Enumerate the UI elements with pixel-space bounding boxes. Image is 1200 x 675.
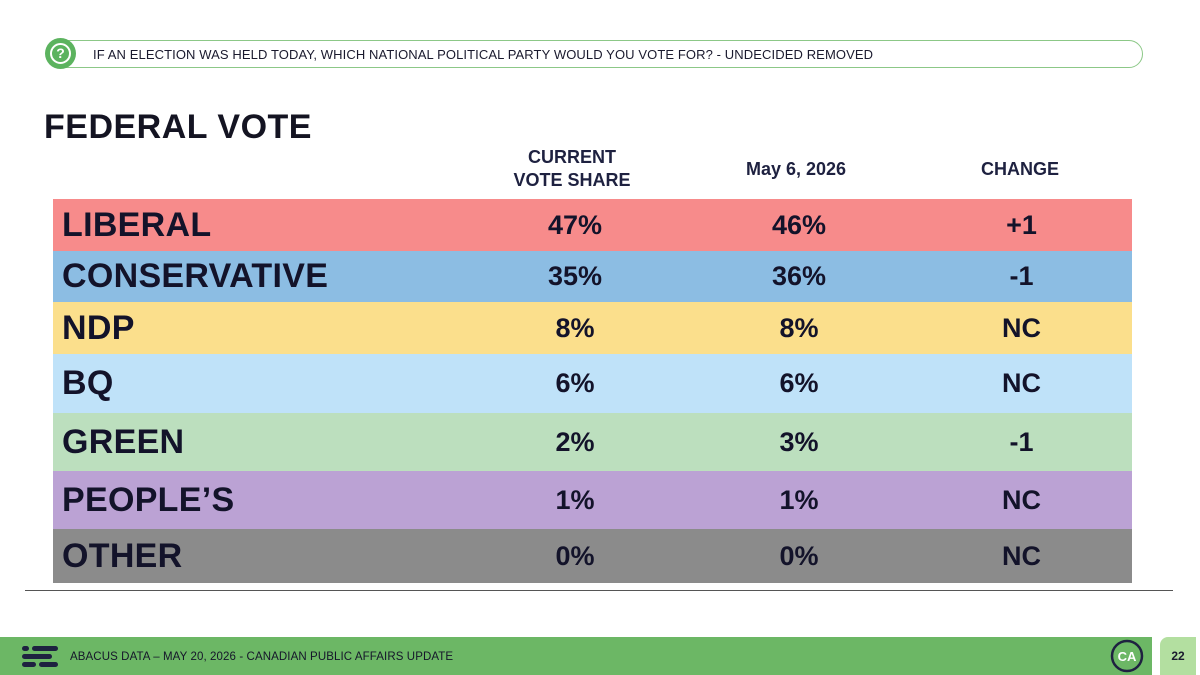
- current-vote-share-value: 0%: [555, 540, 595, 571]
- table-row: LIBERAL 47% 46% +1: [53, 199, 1132, 251]
- current-vote-share-value: 35%: [547, 261, 603, 291]
- page-title: FEDERAL VOTE: [44, 108, 312, 146]
- change-value: NC: [1002, 368, 1041, 398]
- current-vote-share-value: 47%: [547, 209, 603, 240]
- header-current-vote-share: CURRENT VOTE SHARE: [472, 146, 672, 192]
- ca-badge-icon: CA: [1110, 639, 1144, 673]
- header-current-line2: VOTE SHARE: [513, 170, 631, 190]
- party-name: CONSERVATIVE: [62, 257, 329, 295]
- current-vote-share-value: 1%: [555, 484, 595, 515]
- previous-vote-share-value: 1%: [779, 484, 819, 515]
- previous-vote-share-value: 46%: [771, 209, 827, 240]
- divider-line: [25, 590, 1173, 591]
- table-row: PEOPLE’S 1% 1% NC: [53, 471, 1132, 529]
- change-value: NC: [1002, 312, 1041, 343]
- party-name: OTHER: [62, 536, 183, 575]
- page-number: 22: [1160, 637, 1196, 675]
- current-vote-share-value: 6%: [555, 368, 595, 398]
- previous-vote-share-value: 3%: [779, 426, 819, 457]
- previous-vote-share-value: 36%: [771, 261, 827, 291]
- question-text: IF AN ELECTION WAS HELD TODAY, WHICH NAT…: [93, 46, 874, 62]
- change-value: NC: [1002, 484, 1041, 515]
- footer-bar: [0, 637, 1152, 675]
- question-icon: ?: [45, 38, 76, 69]
- change-value: -1: [1009, 261, 1034, 291]
- previous-vote-share-value: 6%: [779, 368, 819, 398]
- party-name: LIBERAL: [62, 205, 212, 244]
- current-vote-share-value: 8%: [555, 312, 595, 343]
- table-row: CONSERVATIVE 35% 36% -1: [53, 251, 1132, 302]
- ca-badge-text: CA: [1118, 649, 1137, 664]
- question-bar: ? IF AN ELECTION WAS HELD TODAY, WHICH N…: [45, 38, 1143, 69]
- abacus-logo-icon: [22, 646, 58, 667]
- footer-text: ABACUS DATA – MAY 20, 2026 - CANADIAN PU…: [70, 651, 454, 663]
- header-current-line1: CURRENT: [528, 147, 616, 167]
- previous-vote-share-value: 0%: [779, 540, 819, 571]
- table-row: OTHER 0% 0% NC: [53, 529, 1132, 583]
- party-name: BQ: [62, 364, 114, 402]
- header-change: CHANGE: [980, 159, 1059, 179]
- table-row: NDP 8% 8% NC: [53, 302, 1132, 354]
- vote-table: LIBERAL 47% 46% +1 CONSERVATIVE 35% 36% -1 NDP 8%…: [53, 199, 1132, 583]
- party-name: PEOPLE’S: [62, 480, 235, 519]
- table-row: BQ 6% 6% NC: [53, 354, 1132, 413]
- party-name: NDP: [62, 308, 135, 347]
- current-vote-share-value: 2%: [555, 426, 595, 457]
- header-previous-date: May 6, 2026: [745, 159, 847, 179]
- change-value: NC: [1002, 540, 1041, 571]
- change-value: +1: [1006, 209, 1037, 240]
- change-value: -1: [1009, 426, 1034, 457]
- previous-vote-share-value: 8%: [779, 312, 819, 343]
- party-name: GREEN: [62, 422, 185, 461]
- table-row: GREEN 2% 3% -1: [53, 413, 1132, 471]
